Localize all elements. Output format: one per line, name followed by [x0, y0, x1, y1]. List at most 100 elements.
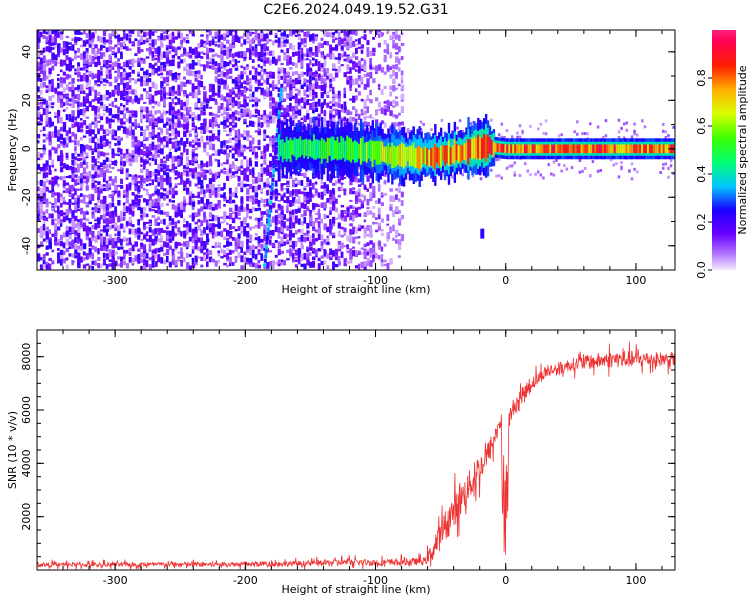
noise-cell	[228, 207, 233, 212]
noise-cell	[145, 69, 149, 76]
noise-cell	[217, 171, 221, 176]
noise-cell	[68, 98, 72, 102]
noise-cell	[380, 202, 384, 206]
noise-cell	[171, 46, 175, 50]
noise-cell	[37, 102, 40, 106]
noise-cell	[226, 240, 230, 247]
noise-cell	[120, 125, 124, 129]
noise-cell	[148, 78, 152, 83]
noise-cell	[145, 160, 149, 164]
noise-cell	[257, 127, 261, 131]
noise-cell	[303, 172, 307, 177]
noise-cell	[289, 238, 292, 244]
noise-cell	[271, 216, 275, 223]
noise-cell	[377, 185, 381, 192]
halo-cell	[500, 135, 504, 139]
noise-cell	[140, 245, 144, 250]
noise-cell	[77, 122, 80, 129]
noise-cell	[102, 243, 106, 247]
noise-cell	[160, 210, 164, 215]
halo-cell	[622, 122, 626, 126]
noise-cell	[315, 26, 318, 29]
noise-cell	[206, 248, 209, 253]
noise-cell	[197, 256, 201, 259]
noise-cell	[151, 141, 155, 147]
noise-cell	[395, 229, 399, 235]
halo-cell	[534, 172, 537, 176]
noise-cell	[297, 36, 301, 40]
noise-cell	[366, 249, 370, 252]
noise-cell	[277, 37, 281, 44]
noise-cell	[111, 46, 116, 50]
noise-cell	[160, 118, 164, 123]
noise-cell	[263, 167, 267, 172]
noise-cell	[117, 125, 121, 131]
noise-cell	[280, 67, 284, 74]
halo-cell	[622, 136, 626, 140]
noise-cell	[246, 188, 250, 195]
noise-cell	[160, 137, 163, 143]
noise-cell	[223, 49, 227, 56]
noise-cell	[114, 226, 118, 232]
noise-cell	[260, 122, 264, 127]
noise-cell	[163, 164, 167, 170]
noise-cell	[317, 173, 321, 180]
noise-cell	[111, 224, 115, 229]
noise-cell	[271, 137, 276, 145]
noise-cell	[108, 163, 112, 169]
noise-cell	[332, 119, 335, 123]
noise-cell	[183, 186, 186, 191]
noise-cell	[102, 236, 107, 242]
noise-cell	[157, 209, 161, 215]
noise-cell	[154, 118, 157, 121]
noise-cell	[91, 32, 95, 39]
noise-cell	[360, 182, 365, 185]
noise-cell	[251, 167, 255, 174]
noise-cell	[360, 193, 364, 198]
noise-cell	[183, 93, 187, 97]
noise-cell	[79, 207, 84, 215]
noise-cell	[82, 167, 86, 175]
noise-cell	[154, 55, 158, 59]
noise-cell	[386, 68, 390, 73]
noise-cell	[145, 183, 149, 187]
noise-cell	[228, 75, 233, 79]
noise-cell	[88, 145, 92, 151]
noise-cell	[125, 72, 130, 78]
noise-cell	[360, 247, 365, 250]
noise-cell	[277, 206, 281, 211]
noise-cell	[165, 190, 169, 196]
noise-cell	[194, 212, 198, 217]
noise-cell	[174, 134, 178, 140]
noise-cell	[289, 83, 293, 91]
noise-cell	[68, 199, 72, 204]
noise-cell	[171, 219, 175, 225]
noise-cell	[71, 44, 75, 51]
noise-cell	[332, 250, 336, 257]
noise-cell	[203, 95, 207, 103]
noise-cell	[185, 220, 189, 228]
noise-cell	[151, 114, 155, 121]
noise-cell	[277, 77, 281, 85]
noise-cell	[257, 177, 261, 181]
noise-cell	[59, 150, 63, 156]
noise-cell	[352, 52, 356, 58]
noise-cell	[314, 101, 318, 108]
noise-cell	[185, 106, 189, 113]
noise-cell	[303, 210, 307, 213]
noise-cell	[102, 141, 106, 146]
noise-cell	[114, 70, 117, 73]
noise-cell	[309, 83, 313, 87]
noise-cell	[142, 235, 147, 240]
noise-cell	[71, 95, 75, 102]
noise-cell	[246, 238, 249, 246]
noise-cell	[240, 53, 244, 57]
noise-cell	[148, 194, 152, 201]
noise-cell	[82, 160, 86, 165]
noise-cell	[269, 250, 273, 253]
noise-cell	[234, 143, 238, 149]
noise-cell	[200, 206, 204, 212]
noise-cell	[59, 234, 63, 240]
noise-cell	[240, 196, 244, 203]
noise-cell	[357, 206, 362, 210]
